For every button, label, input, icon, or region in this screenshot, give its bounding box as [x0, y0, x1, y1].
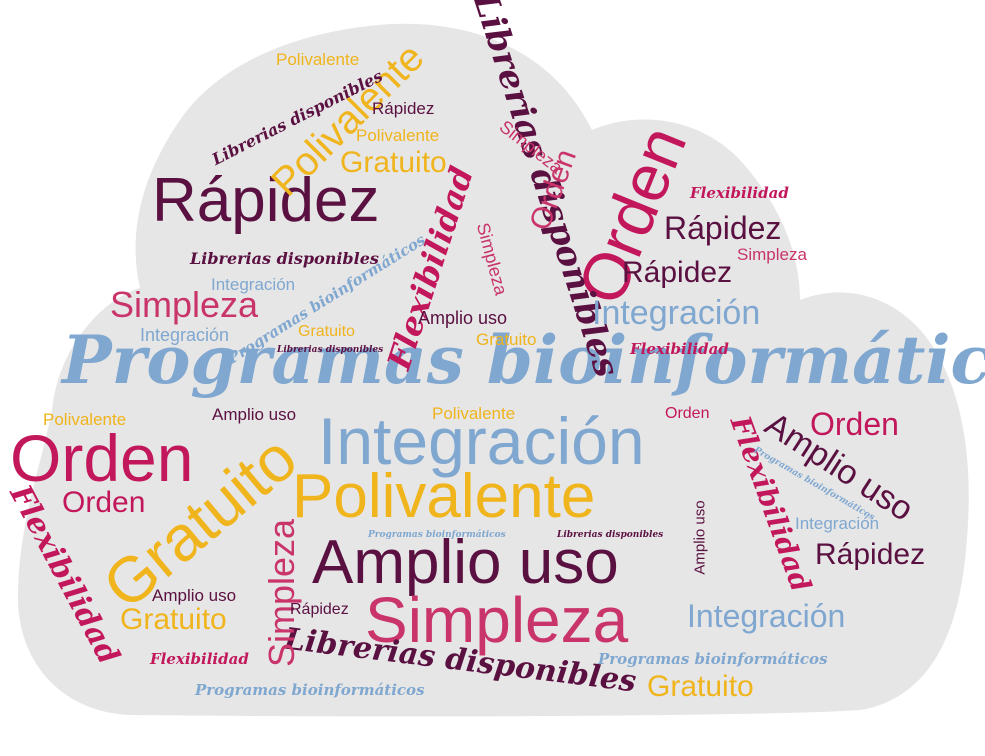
cloud-word: Integración [140, 325, 230, 345]
cloud-word: Rápidez [622, 256, 733, 289]
cloud-word: Integración [687, 598, 846, 634]
cloud-word: Librerias disponibles [277, 345, 384, 355]
cloud-word: Flexibilidad [630, 340, 729, 358]
cloud-word: Orden [810, 406, 899, 442]
cloud-word: Simpleza [737, 245, 807, 264]
cloud-word: Programas bioinformáticos [62, 321, 985, 399]
cloud-word: Orden [62, 486, 146, 519]
cloud-word: Simpleza [261, 518, 303, 668]
cloud-word: Librerias disponibles [557, 530, 664, 540]
cloud-word: Integración [592, 294, 761, 332]
cloud-word: Programas bioinformáticos [598, 650, 828, 668]
cloud-word: Gratuito [120, 603, 227, 636]
cloud-word: Gratuito [298, 323, 355, 340]
cloud-word: Amplio uso [418, 308, 508, 328]
cloud-word: Polivalente [432, 404, 516, 423]
cloud-word: Rápidez [372, 99, 435, 118]
cloud-word: Flexibilidad [150, 650, 249, 668]
cloud-word: Gratuito [340, 146, 447, 179]
cloud-word: Amplio uso [312, 528, 619, 597]
cloud-word: Rápidez [664, 210, 782, 246]
cloud-word: Orden [10, 421, 194, 495]
cloud-word: Amplio uso [691, 500, 709, 575]
cloud-word: Integración [211, 275, 296, 294]
cloud-word: Programas bioinformáticos [0, 0, 15, 1]
cloud-word: Rápidez [815, 538, 926, 571]
cloud-word: Polivalente [356, 126, 440, 145]
cloud-word: Polivalente [276, 50, 360, 69]
cloud-word: Integración [318, 404, 645, 478]
cloud-word: Gratuito [647, 670, 754, 703]
cloud-word: Polivalente [43, 410, 127, 429]
cloud-word: Programas bioinformáticos [368, 530, 506, 540]
cloud-background [17, 23, 969, 717]
cloud-word: Rápidez [290, 601, 349, 618]
cloud-word: Simpleza [110, 284, 259, 325]
cloud-word: Amplio uso [212, 405, 297, 424]
cloud-word: Gratuito [476, 330, 537, 349]
cloud-word: Librerias disponibles [190, 249, 379, 268]
cloud-word: Rápidez [152, 166, 380, 235]
cloud-word: Orden [665, 405, 710, 422]
cloud-word: Simpleza [365, 584, 629, 656]
cloud-word: Programas bioinformáticos [195, 681, 425, 699]
cloud-word: Flexibilidad [690, 184, 789, 202]
cloud-word: Integración [795, 514, 880, 533]
cloud-word: Polivalente [292, 462, 596, 531]
cloud-word: Amplio uso [152, 586, 237, 605]
